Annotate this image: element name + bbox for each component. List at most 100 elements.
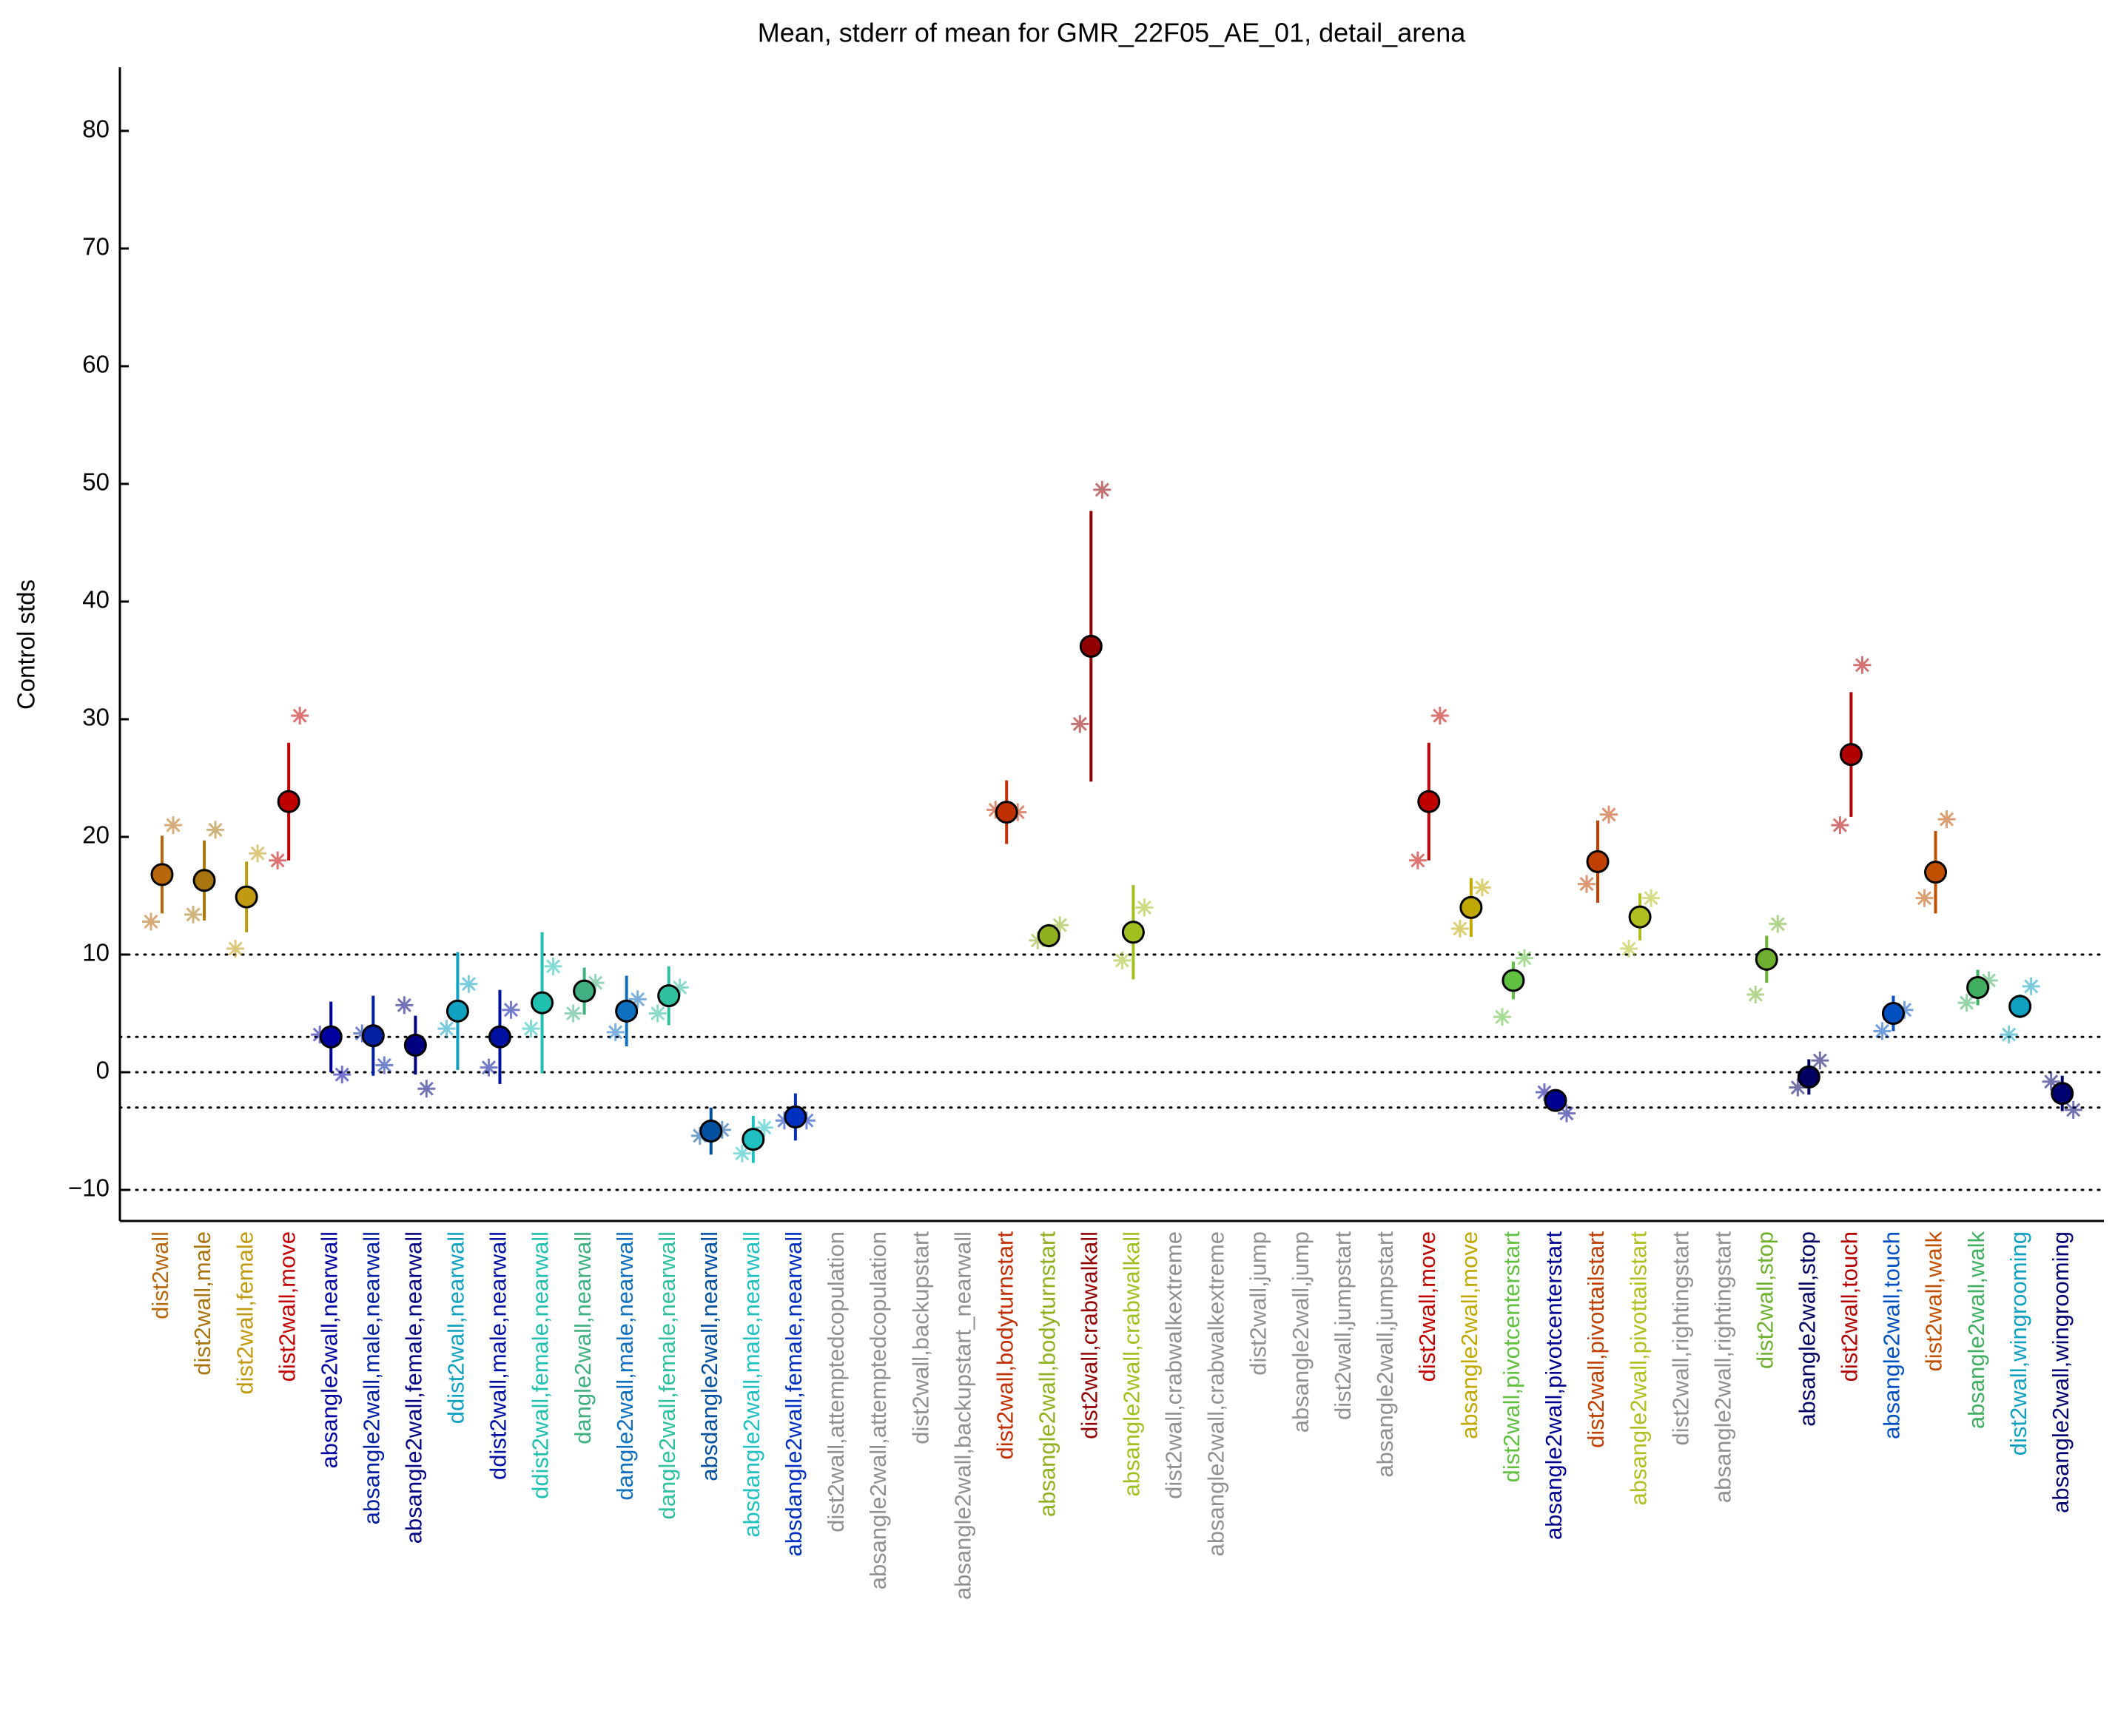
mean-marker [1586, 850, 1610, 873]
asterisk [648, 1004, 667, 1023]
asterisk [670, 978, 689, 997]
asterisk [375, 1056, 394, 1074]
mean-marker [995, 801, 1018, 824]
y-tick-label: 80 [82, 115, 110, 143]
mean-marker [445, 999, 469, 1023]
mean-marker [615, 999, 639, 1023]
asterisk [544, 957, 562, 975]
x-tick-label: absangle2wall,backupstart_nearwall [949, 1231, 975, 1600]
asterisk [628, 990, 647, 1009]
asterisk [1831, 816, 1849, 835]
asterisk [775, 1111, 793, 1130]
asterisk [2064, 1100, 2082, 1119]
mean-marker [1079, 634, 1103, 658]
mean-marker [361, 1024, 385, 1048]
x-tick-label: absangle2wall,jump [1288, 1231, 1314, 1433]
x-tick-label: dist2wall,jumpstart [1330, 1231, 1356, 1420]
asterisk [1620, 940, 1638, 958]
mean-marker [1417, 790, 1441, 813]
y-tick-label: 30 [82, 704, 110, 731]
mean-marker [403, 1033, 427, 1057]
asterisk [1473, 878, 1491, 897]
x-tick-label: dist2wall,pivotcenterstart [1499, 1231, 1524, 1483]
x-tick-label: absangle2wall,male,nearwall [358, 1231, 384, 1524]
asterisk [733, 1144, 751, 1163]
x-tick-label: absangle2wall,jumpstart [1372, 1231, 1398, 1478]
asterisk [1535, 1083, 1553, 1102]
mean-marker [1797, 1065, 1820, 1089]
x-tick-label: absangle2wall,attemptedcopulation [865, 1231, 891, 1589]
asterisk [1895, 1000, 1914, 1019]
asterisk [2022, 977, 2040, 995]
x-tick-label: absangle2wall,bodyturnstart [1034, 1231, 1060, 1517]
mean-marker [1544, 1089, 1567, 1112]
asterisk [417, 1080, 436, 1098]
mean-marker [1121, 921, 1145, 944]
asterisk [586, 974, 605, 992]
x-tick-label: dist2wall,crabwalkextreme [1161, 1231, 1187, 1499]
asterisk [690, 1126, 709, 1145]
asterisk [437, 1020, 456, 1038]
asterisk [1113, 951, 1132, 969]
asterisk [1873, 1022, 1892, 1040]
x-tick-label: absdangle2wall,male,nearwall [739, 1231, 764, 1538]
asterisk [797, 1111, 816, 1130]
mean-marker [699, 1120, 723, 1143]
asterisk [1515, 949, 1533, 967]
x-tick-label: absangle2wall,crabwalkall [1119, 1231, 1145, 1496]
mean-marker [1459, 895, 1483, 919]
mean-marker [531, 991, 554, 1015]
chart-title: Mean, stderr of mean for GMR_22F05_AE_01… [758, 18, 1467, 48]
asterisk [184, 905, 203, 923]
asterisk [1029, 931, 1047, 949]
asterisk [1578, 875, 1596, 893]
x-tick-label: dist2wall,move [1414, 1231, 1440, 1382]
asterisk [142, 912, 160, 931]
mean-marker [1966, 976, 1990, 1000]
mean-marker [2008, 995, 2032, 1018]
mean-marker [488, 1025, 511, 1049]
x-tick-label: absangle2wall,nearwall [316, 1231, 342, 1469]
asterisk [333, 1066, 352, 1084]
asterisk [1557, 1104, 1576, 1123]
asterisk [1811, 1052, 1829, 1070]
asterisk [480, 1058, 498, 1077]
mean-marker [784, 1105, 807, 1128]
asterisk [1642, 889, 1661, 907]
asterisk [1769, 915, 1787, 933]
asterisk [1980, 971, 1998, 989]
x-tick-label: ddist2wall,nearwall [443, 1231, 469, 1424]
x-tick-label: ddist2wall,male,nearwall [485, 1231, 511, 1480]
y-tick-label: 50 [82, 468, 110, 496]
asterisk [1746, 986, 1765, 1004]
x-tick-label: absdangle2wall,nearwall [696, 1231, 722, 1481]
asterisk [1135, 898, 1154, 917]
x-tick-label: absdangle2wall,female,nearwall [781, 1231, 807, 1556]
asterisk [522, 1020, 540, 1038]
x-tick-label: dist2wall,pivottailstart [1583, 1231, 1609, 1448]
x-tick-label: dist2wall,male [189, 1231, 215, 1376]
x-tick-label: dist2wall,walk [1921, 1231, 1947, 1372]
mean-marker [319, 1025, 343, 1049]
y-tick-label: 10 [82, 939, 110, 966]
asterisk [502, 1000, 520, 1019]
mean-marker [235, 885, 258, 909]
x-tick-label: dist2wall,touch [1837, 1231, 1863, 1382]
mean-marker [1628, 905, 1652, 929]
mean-marker [150, 863, 174, 886]
mean-marker [573, 979, 596, 1003]
asterisk [755, 1118, 773, 1137]
asterisk [226, 940, 245, 958]
asterisk [2042, 1072, 2060, 1091]
y-tick-label: 40 [82, 586, 110, 613]
x-tick-label: absangle2wall,pivotcenterstart [1541, 1231, 1567, 1540]
asterisk [1430, 707, 1449, 725]
mean-marker [1755, 947, 1778, 971]
x-tick-label: dist2wall,move [274, 1231, 300, 1382]
x-tick-label: dangle2wall,female,nearwall [654, 1231, 680, 1519]
x-tick-label: absangle2wall,move [1456, 1231, 1482, 1439]
x-tick-label: dist2wall,jump [1245, 1231, 1271, 1376]
asterisk [1853, 656, 1872, 674]
asterisk [2000, 1026, 2018, 1044]
